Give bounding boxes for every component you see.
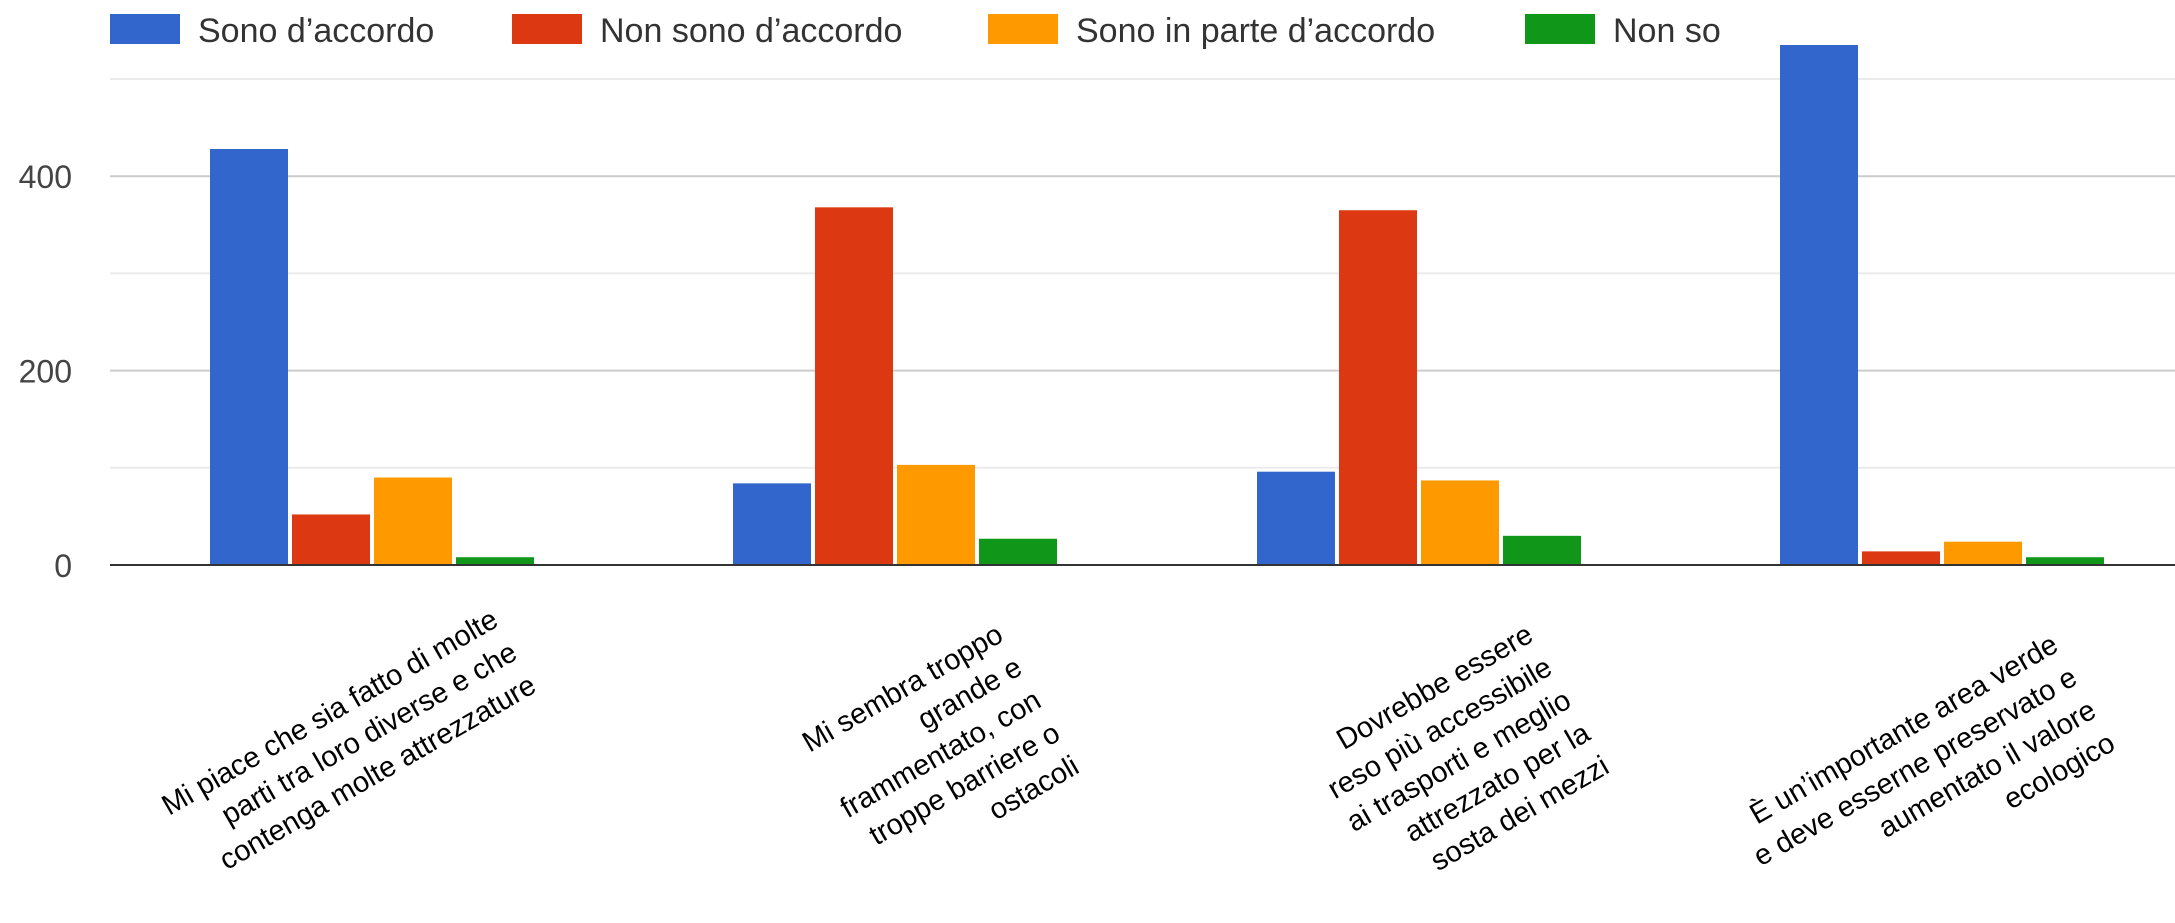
category-label-line: e deve esserne preservato e [1748, 661, 2082, 872]
y-axis-ticks: 0 200 400 [19, 159, 72, 584]
bar [1257, 471, 1335, 565]
legend-label: Sono d’accordo [198, 12, 434, 50]
legend: Sono d’accordo Non sono d’accordo Sono in … [110, 12, 1721, 50]
bar [815, 207, 893, 566]
bar [1862, 551, 1940, 565]
y-tick-label: 200 [19, 354, 72, 390]
legend-label: Sono in parte d’accordo [1076, 12, 1435, 50]
bar [210, 149, 288, 565]
bar [1421, 480, 1499, 565]
legend-swatch [988, 14, 1058, 44]
legend-swatch [1525, 14, 1595, 44]
bar [897, 464, 975, 565]
legend-label: Non so [1613, 12, 1721, 50]
bar [1780, 45, 1858, 565]
bar [292, 514, 370, 565]
bar [1944, 541, 2022, 565]
bar [456, 557, 534, 565]
bars [210, 45, 2104, 566]
y-tick-label: 400 [19, 159, 72, 195]
legend-label: Non sono d’accordo [600, 12, 902, 50]
bar [979, 538, 1057, 565]
gridlines [110, 78, 2175, 469]
bar [1339, 210, 1417, 565]
legend-swatch [110, 14, 180, 44]
bar [733, 483, 811, 565]
bar [374, 477, 452, 565]
y-tick-label: 0 [54, 548, 72, 584]
legend-swatch [512, 14, 582, 44]
bar [1503, 535, 1581, 565]
bar [2026, 557, 2104, 565]
